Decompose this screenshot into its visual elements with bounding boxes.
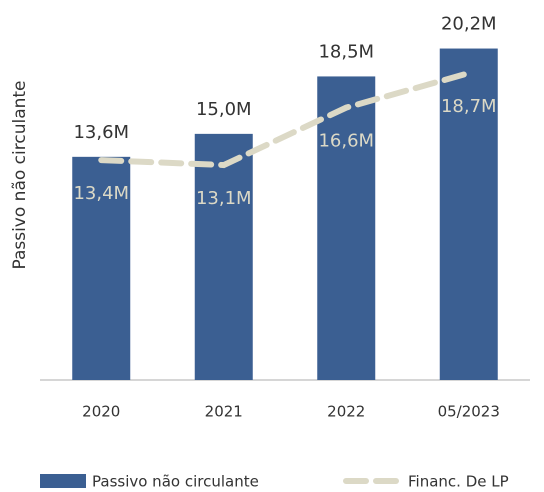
legend-label: Passivo não circulante [92,473,259,491]
legend-label: Financ. De LP [408,473,509,491]
line-value-label: 13,4M [73,183,129,204]
line-value-label: 13,1M [196,188,252,209]
x-tick-label: 2021 [205,403,243,421]
line-value-label: 18,7M [441,96,497,117]
bar [317,76,376,380]
y-axis-label: Passivo não circulante [10,80,30,269]
line [98,70,472,169]
bar [439,48,498,380]
x-tick-label: 2020 [82,403,120,421]
line-value-label: 16,6M [318,131,374,152]
bar-value-label: 15,0M [196,99,252,120]
bar [72,156,131,380]
bar-value-label: 20,2M [441,14,497,35]
bar-value-label: 18,5M [318,41,374,62]
x-tick-label: 05/2023 [438,403,500,421]
bar [194,133,253,380]
bar-value-label: 13,6M [73,122,129,143]
legend-swatch [40,474,86,488]
x-tick-label: 2022 [327,403,365,421]
